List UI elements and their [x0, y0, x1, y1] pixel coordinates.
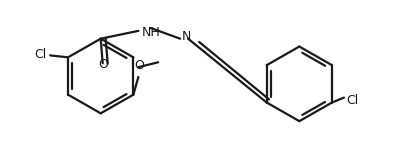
Text: O: O: [134, 59, 144, 72]
Text: Cl: Cl: [34, 48, 46, 61]
Text: Cl: Cl: [345, 94, 357, 107]
Text: NH: NH: [141, 26, 160, 39]
Text: O: O: [98, 58, 107, 71]
Text: N: N: [182, 30, 191, 43]
